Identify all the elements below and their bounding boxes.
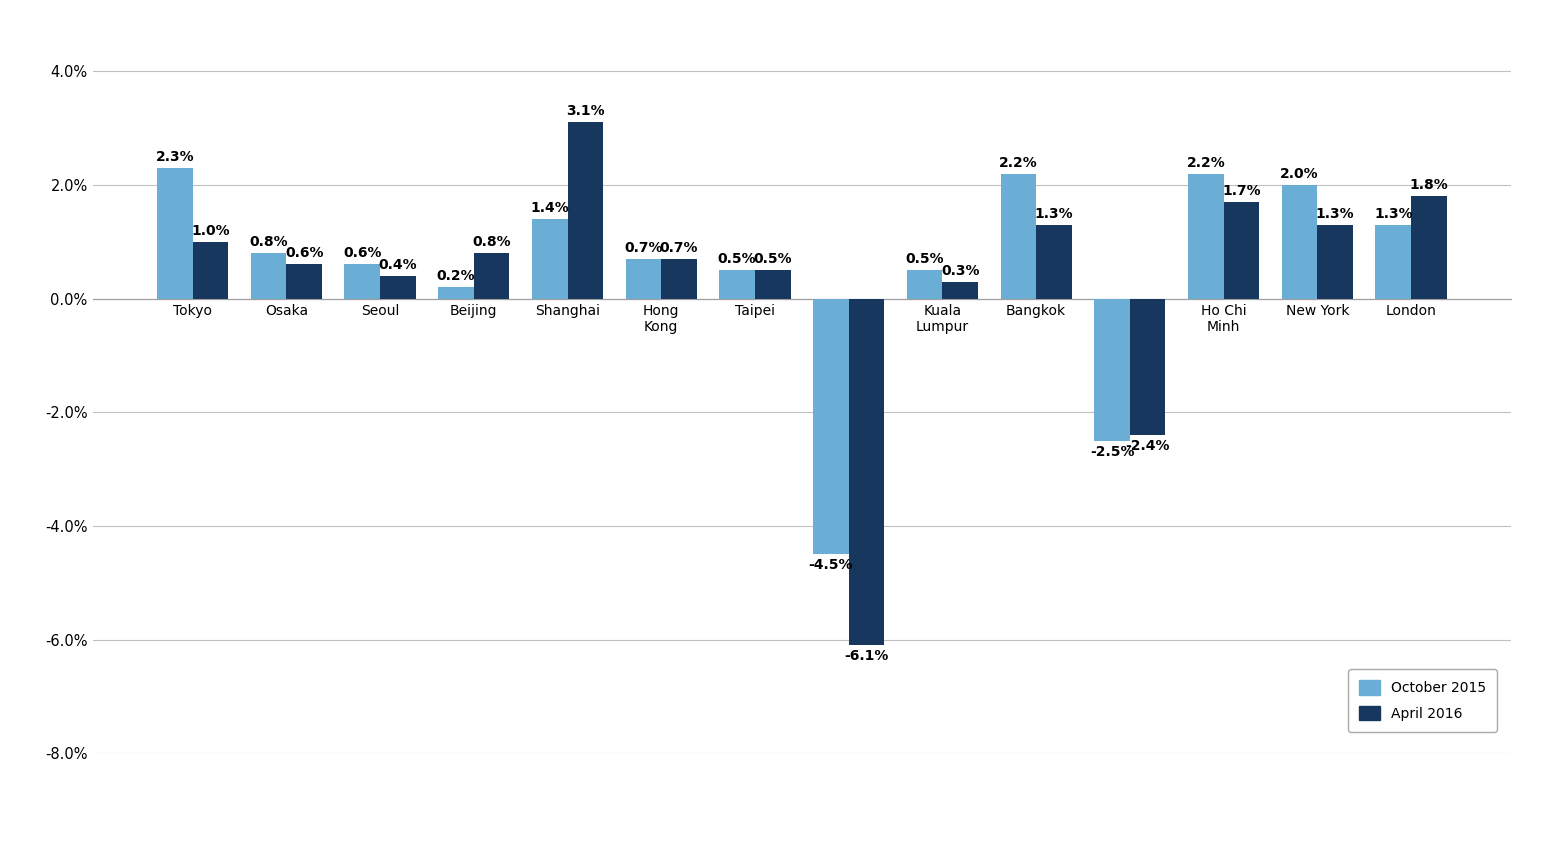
Bar xyxy=(193,241,228,299)
Text: 0.6%: 0.6% xyxy=(342,247,381,260)
Text: -4.5%: -4.5% xyxy=(808,558,853,573)
Text: 0.5%: 0.5% xyxy=(754,253,793,266)
Text: 0.8%: 0.8% xyxy=(472,235,510,249)
Text: -2.4%: -2.4% xyxy=(1126,439,1170,453)
Text: 2.0%: 2.0% xyxy=(1280,167,1318,181)
Bar xyxy=(1187,174,1224,299)
Text: 0.7%: 0.7% xyxy=(660,241,699,255)
Bar xyxy=(1375,224,1411,299)
Bar xyxy=(1036,224,1072,299)
Bar xyxy=(907,270,942,299)
Bar xyxy=(344,265,379,299)
Bar xyxy=(756,270,791,299)
Text: 0.3%: 0.3% xyxy=(941,264,979,277)
Bar xyxy=(438,288,473,299)
Bar xyxy=(287,265,322,299)
Text: 0.6%: 0.6% xyxy=(285,247,324,260)
Bar xyxy=(157,168,193,299)
Text: 1.7%: 1.7% xyxy=(1223,184,1261,198)
Text: 1.3%: 1.3% xyxy=(1315,206,1354,221)
Bar xyxy=(662,259,697,299)
Text: 2.3%: 2.3% xyxy=(156,150,194,163)
Bar xyxy=(1281,185,1317,299)
Bar xyxy=(379,276,416,299)
Text: 0.8%: 0.8% xyxy=(250,235,288,249)
Bar xyxy=(1317,224,1352,299)
Bar xyxy=(1224,202,1260,299)
Bar xyxy=(1130,299,1166,435)
Text: 0.2%: 0.2% xyxy=(436,270,475,283)
Text: 0.5%: 0.5% xyxy=(905,253,944,266)
Bar xyxy=(1411,196,1446,299)
Text: 1.8%: 1.8% xyxy=(1409,178,1448,193)
Bar xyxy=(1001,174,1036,299)
Text: -2.5%: -2.5% xyxy=(1090,444,1135,459)
Bar xyxy=(626,259,662,299)
Text: 2.2%: 2.2% xyxy=(1186,156,1226,169)
Bar xyxy=(813,299,848,555)
Text: 1.4%: 1.4% xyxy=(530,201,569,215)
Text: 0.5%: 0.5% xyxy=(719,253,757,266)
Text: 0.7%: 0.7% xyxy=(625,241,663,255)
Text: 1.3%: 1.3% xyxy=(1374,206,1412,221)
Text: 0.4%: 0.4% xyxy=(379,258,418,272)
Bar xyxy=(720,270,756,299)
Text: 3.1%: 3.1% xyxy=(566,104,604,118)
Bar xyxy=(1095,299,1130,441)
Bar xyxy=(567,122,603,299)
Bar xyxy=(848,299,884,645)
Text: 1.0%: 1.0% xyxy=(191,223,230,238)
Text: 2.2%: 2.2% xyxy=(999,156,1038,169)
Text: -6.1%: -6.1% xyxy=(845,649,888,663)
Bar xyxy=(532,219,567,299)
Text: 1.3%: 1.3% xyxy=(1035,206,1073,221)
Bar xyxy=(251,253,287,299)
Legend: October 2015, April 2016: October 2015, April 2016 xyxy=(1348,669,1497,732)
Bar xyxy=(942,282,978,299)
Bar xyxy=(473,253,509,299)
